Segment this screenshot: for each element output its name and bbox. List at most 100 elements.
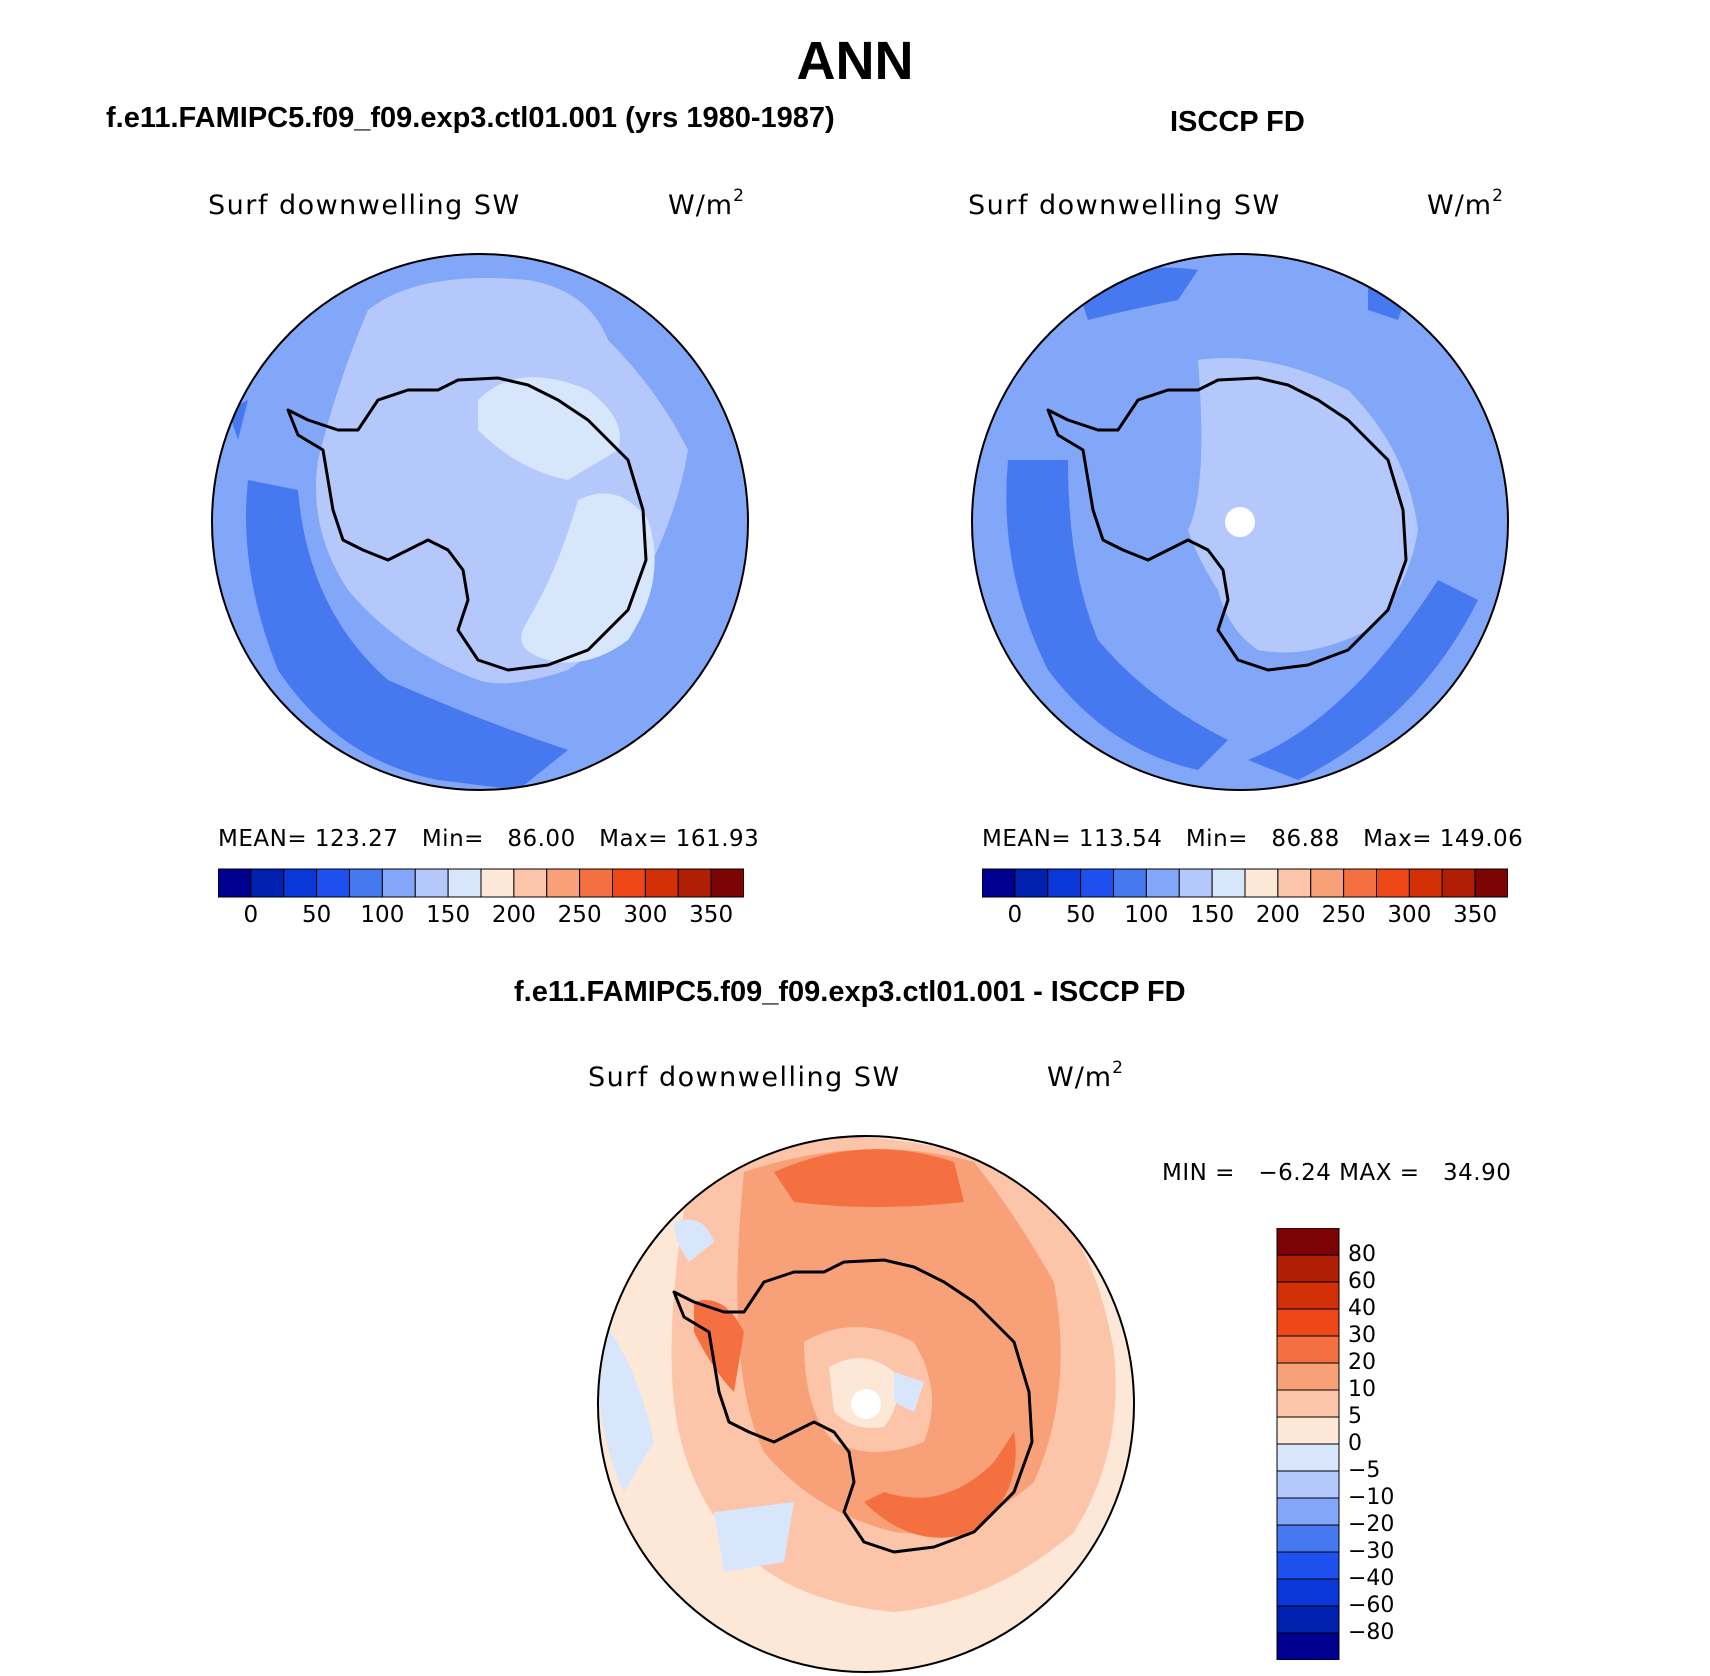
obs-low-sw-band-a [1006, 460, 1228, 770]
diff-colorbar-box [1276, 1605, 1340, 1634]
diff-colorbar-box [1276, 1443, 1340, 1472]
obs-colorbar-tick-label: 350 [1453, 902, 1498, 928]
model-map [211, 253, 749, 791]
model-colorbar-box [316, 868, 350, 898]
obs-colorbar-box [1310, 868, 1345, 898]
model-colorbar-tick-label: 150 [426, 902, 471, 928]
main-title: ANN [796, 31, 914, 91]
diff-colorbar-ticks: −80 −60 −40 −30 −20 −10 −5 0 5 10 20 30 40 60 80 [1344, 1228, 1464, 1660]
model-colorbar-box [250, 868, 285, 898]
model-lightest-region-a [478, 377, 620, 480]
obs-colorbar-box [1474, 868, 1508, 898]
diff-level-30-north [774, 1149, 964, 1207]
model-plot-title: Surf downwelling SW [208, 190, 521, 221]
model-colorbar-box [283, 868, 318, 898]
diff-colorbar-tick-label: −80 [1348, 1620, 1395, 1645]
diff-level-30-peninsula [694, 1300, 744, 1392]
model-stats: MEAN= 123.27 Min= 86.00 Max= 161.93 [218, 826, 760, 852]
diff-colorbar-tick-label: −40 [1348, 1566, 1395, 1591]
obs-colorbar-box [1113, 868, 1147, 898]
model-colorbar-tick-label: 300 [623, 902, 668, 928]
diff-map [597, 1135, 1135, 1673]
obs-map [971, 253, 1509, 791]
diff-colorbar-box [1276, 1416, 1340, 1445]
obs-plot-title: Surf downwelling SW [968, 190, 1281, 221]
diff-antarctica-coast [672, 1258, 1034, 1554]
model-case-title: f.e11.FAMIPC5.f09_f09.exp3.ctl01.001 (yr… [106, 102, 835, 134]
obs-low-sw-band-b [1248, 580, 1478, 780]
diff-negative-patch-a [674, 1219, 714, 1262]
diff-colorbar-box [1276, 1551, 1340, 1580]
model-colorbar-ticks: 0 50 100 150 200 250 300 350 [218, 902, 744, 932]
diff-colorbar-box [1276, 1308, 1340, 1337]
obs-colorbar-box [1244, 868, 1279, 898]
diff-colorbar-tick-label: 30 [1348, 1323, 1376, 1348]
diff-negative-patch-b [714, 1502, 794, 1572]
obs-colorbar-tick-label: 300 [1387, 902, 1432, 928]
obs-colorbar-tick-label: 200 [1255, 902, 1300, 928]
obs-colorbar-tick-label: 250 [1321, 902, 1366, 928]
diff-colorbar-tick-label: −30 [1348, 1539, 1395, 1564]
model-map-border [211, 253, 749, 791]
model-colorbar-box [644, 868, 679, 898]
diff-level-30-coast [864, 1432, 1016, 1538]
model-colorbar-box [381, 868, 416, 898]
obs-colorbar-box [1441, 868, 1476, 898]
diff-colorbar-box [1276, 1362, 1340, 1391]
diff-colorbar-box [1276, 1281, 1340, 1310]
model-colorbar-box [612, 868, 646, 898]
diff-colorbar-box [1276, 1497, 1340, 1526]
obs-colorbar-box [1080, 868, 1114, 898]
obs-colorbar-tick-label: 50 [1065, 902, 1096, 928]
diff-colorbar-box [1276, 1578, 1340, 1607]
model-colorbar-tick-label: 350 [689, 902, 734, 928]
model-colorbar-tick-label: 50 [301, 902, 332, 928]
diff-colorbar-box [1276, 1632, 1340, 1660]
obs-colorbar [982, 868, 1508, 898]
obs-stats: MEAN= 113.54 Min= 86.88 Max= 149.06 [982, 826, 1524, 852]
model-lightest-region-b [521, 493, 655, 663]
diff-colorbar-tick-label: 60 [1348, 1269, 1376, 1294]
diff-case-title: f.e11.FAMIPC5.f09_f09.exp3.ctl01.001 - I… [514, 976, 1186, 1008]
obs-colorbar-box [1211, 868, 1246, 898]
diff-colorbar-tick-label: 0 [1348, 1431, 1362, 1456]
model-antarctica-coast [286, 376, 648, 672]
model-colorbar-box [513, 868, 548, 898]
obs-colorbar-box [1145, 868, 1180, 898]
model-colorbar-tick-label: 0 [243, 902, 259, 928]
model-colorbar-tick-label: 200 [491, 902, 536, 928]
obs-map-border [971, 253, 1509, 791]
diff-colorbar-box [1276, 1254, 1340, 1283]
obs-colorbar-box [1014, 868, 1049, 898]
diff-pole-hole [851, 1389, 881, 1419]
diff-negative-patch-c [598, 1312, 654, 1492]
diff-colorbar-tick-label: 20 [1348, 1350, 1376, 1375]
obs-colorbar-ticks: 0 50 100 150 200 250 300 350 [982, 902, 1508, 932]
model-colorbar [218, 868, 744, 898]
obs-colorbar-box [982, 868, 1016, 898]
model-colorbar-box [579, 868, 613, 898]
model-colorbar-box [677, 868, 712, 898]
model-colorbar-box [218, 868, 252, 898]
obs-colorbar-box [1178, 868, 1213, 898]
obs-colorbar-box [1408, 868, 1443, 898]
obs-pole-hole [1225, 507, 1255, 537]
model-colorbar-tick-label: 100 [360, 902, 405, 928]
diff-colorbar-tick-label: 10 [1348, 1377, 1376, 1402]
diff-colorbar-tick-label: 5 [1348, 1404, 1362, 1429]
obs-colorbar-box [1277, 868, 1312, 898]
diff-stats: MIN = −6.24 MAX = 34.90 [1162, 1160, 1512, 1186]
diff-plot-title: Surf downwelling SW [588, 1062, 901, 1093]
diff-colorbar [1276, 1228, 1340, 1660]
obs-case-title: ISCCP FD [1170, 106, 1305, 138]
model-colorbar-box [414, 868, 449, 898]
obs-colorbar-tick-label: 100 [1124, 902, 1169, 928]
obs-colorbar-box [1376, 868, 1410, 898]
diff-units: W/m2 [1047, 1058, 1124, 1093]
model-colorbar-box [710, 868, 744, 898]
model-low-sw-band [246, 480, 568, 790]
diff-colorbar-tick-label: −60 [1348, 1593, 1395, 1618]
obs-colorbar-tick-label: 0 [1007, 902, 1023, 928]
diff-colorbar-tick-label: −20 [1348, 1512, 1395, 1537]
diff-colorbar-box [1276, 1335, 1340, 1364]
